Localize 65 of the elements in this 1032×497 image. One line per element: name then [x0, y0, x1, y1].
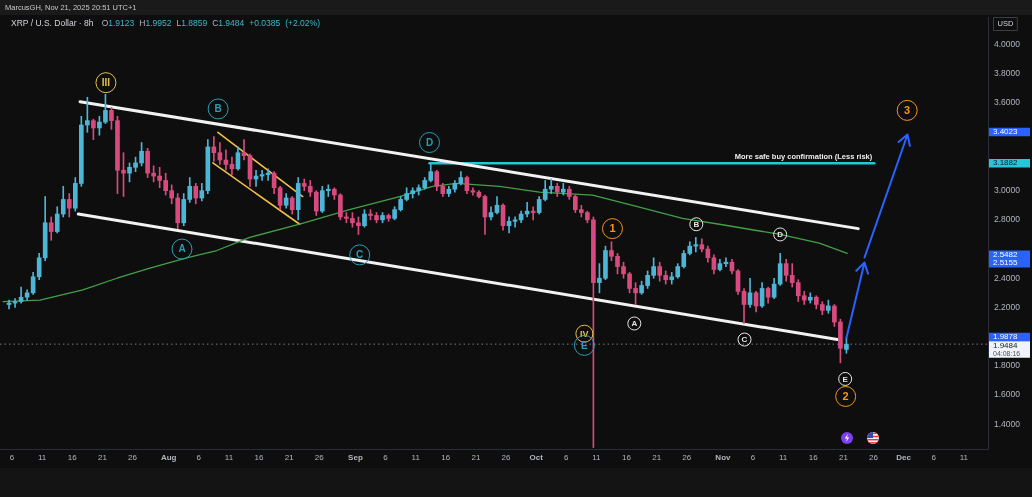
annotation: A: [631, 319, 638, 329]
x-tick-label: 11: [224, 453, 234, 462]
annotation: 1: [609, 222, 616, 235]
annotation: C: [356, 249, 364, 261]
y-tick-label: 2.2000: [994, 301, 1021, 312]
x-tick-label: 6: [750, 453, 756, 462]
x-tick-label: 6: [196, 453, 202, 462]
x-tick-label: 26: [128, 453, 138, 462]
annotation: B: [214, 103, 222, 115]
x-tick-label: Nov: [715, 453, 732, 462]
text: O1.9123 H1.9952 L1.8859 C1.9484 +0.0385 (+2.02%): [101, 18, 320, 29]
x-tick-label: 6: [931, 453, 937, 462]
x-tick-label: 16: [254, 453, 265, 462]
y-tick-label: 3.4023: [993, 127, 1019, 137]
annotation: A: [178, 243, 186, 255]
ref-line-label: 1.9484: [993, 340, 1019, 350]
x-tick-label: 16: [808, 453, 819, 462]
y-tick-label: 3.1882: [993, 158, 1019, 168]
x-tick-label: 6: [564, 453, 570, 462]
x-tick-label: 6: [9, 453, 15, 462]
x-tick-label: 26: [501, 453, 512, 462]
x-tick-label: 26: [869, 453, 879, 462]
annotation: C: [741, 335, 748, 345]
x-tick-label: Oct: [529, 453, 544, 462]
y-tick-label: 2.4000: [994, 272, 1021, 283]
y-tick-label: 1.9878: [993, 332, 1019, 342]
x-tick-label: 11: [411, 453, 421, 462]
x-tick-label: Dec: [896, 453, 912, 462]
x-tick-label: 26: [682, 453, 692, 462]
x-tick-label: 26: [314, 453, 325, 462]
x-tick-label: 21: [284, 453, 295, 462]
annotation: E: [842, 374, 849, 384]
annotation: B: [693, 219, 700, 229]
chart-title: XRP / U.S. Dollar · 8h: [11, 18, 94, 29]
y-tick-label: 1.4000: [994, 418, 1021, 429]
y-tick-label: 3.8000: [994, 68, 1021, 79]
annotation: D: [777, 230, 784, 240]
x-tick-label: 16: [622, 453, 632, 462]
x-tick-label: 11: [592, 453, 602, 462]
annotation: D: [425, 136, 434, 148]
x-tick-label: 11: [779, 453, 788, 462]
x-tick-label: 11: [959, 453, 969, 462]
annotation: III: [101, 76, 111, 88]
x-tick-label: 11: [38, 453, 47, 462]
x-tick-label: 21: [838, 453, 849, 462]
y-tick-label: 3.0000: [994, 185, 1021, 196]
x-tick-label: 21: [97, 453, 108, 462]
annotation: IV: [580, 328, 589, 339]
y-tick-label: 1.8000: [994, 360, 1021, 371]
annotation: 3: [904, 103, 911, 116]
annotation: E: [581, 339, 589, 351]
y-tick-label: 4.0000: [994, 39, 1021, 50]
x-tick-label: 16: [441, 453, 451, 462]
x-tick-label: 21: [652, 453, 662, 462]
x-tick-label: Sep: [348, 453, 363, 462]
x-tick-label: 21: [471, 453, 481, 462]
x-tick-label: 16: [67, 453, 78, 462]
y-tick-label: 3.6000: [994, 97, 1021, 108]
y-tick-label: 2.8000: [994, 214, 1021, 225]
annotation: 2: [842, 389, 849, 402]
y-tick-label: 2.5482: [993, 249, 1019, 259]
x-tick-label: Aug: [160, 453, 177, 462]
y-tick-label: 1.6000: [994, 389, 1021, 400]
x-tick-label: 6: [383, 453, 389, 462]
y-tick-label: 2.5155: [993, 258, 1019, 268]
